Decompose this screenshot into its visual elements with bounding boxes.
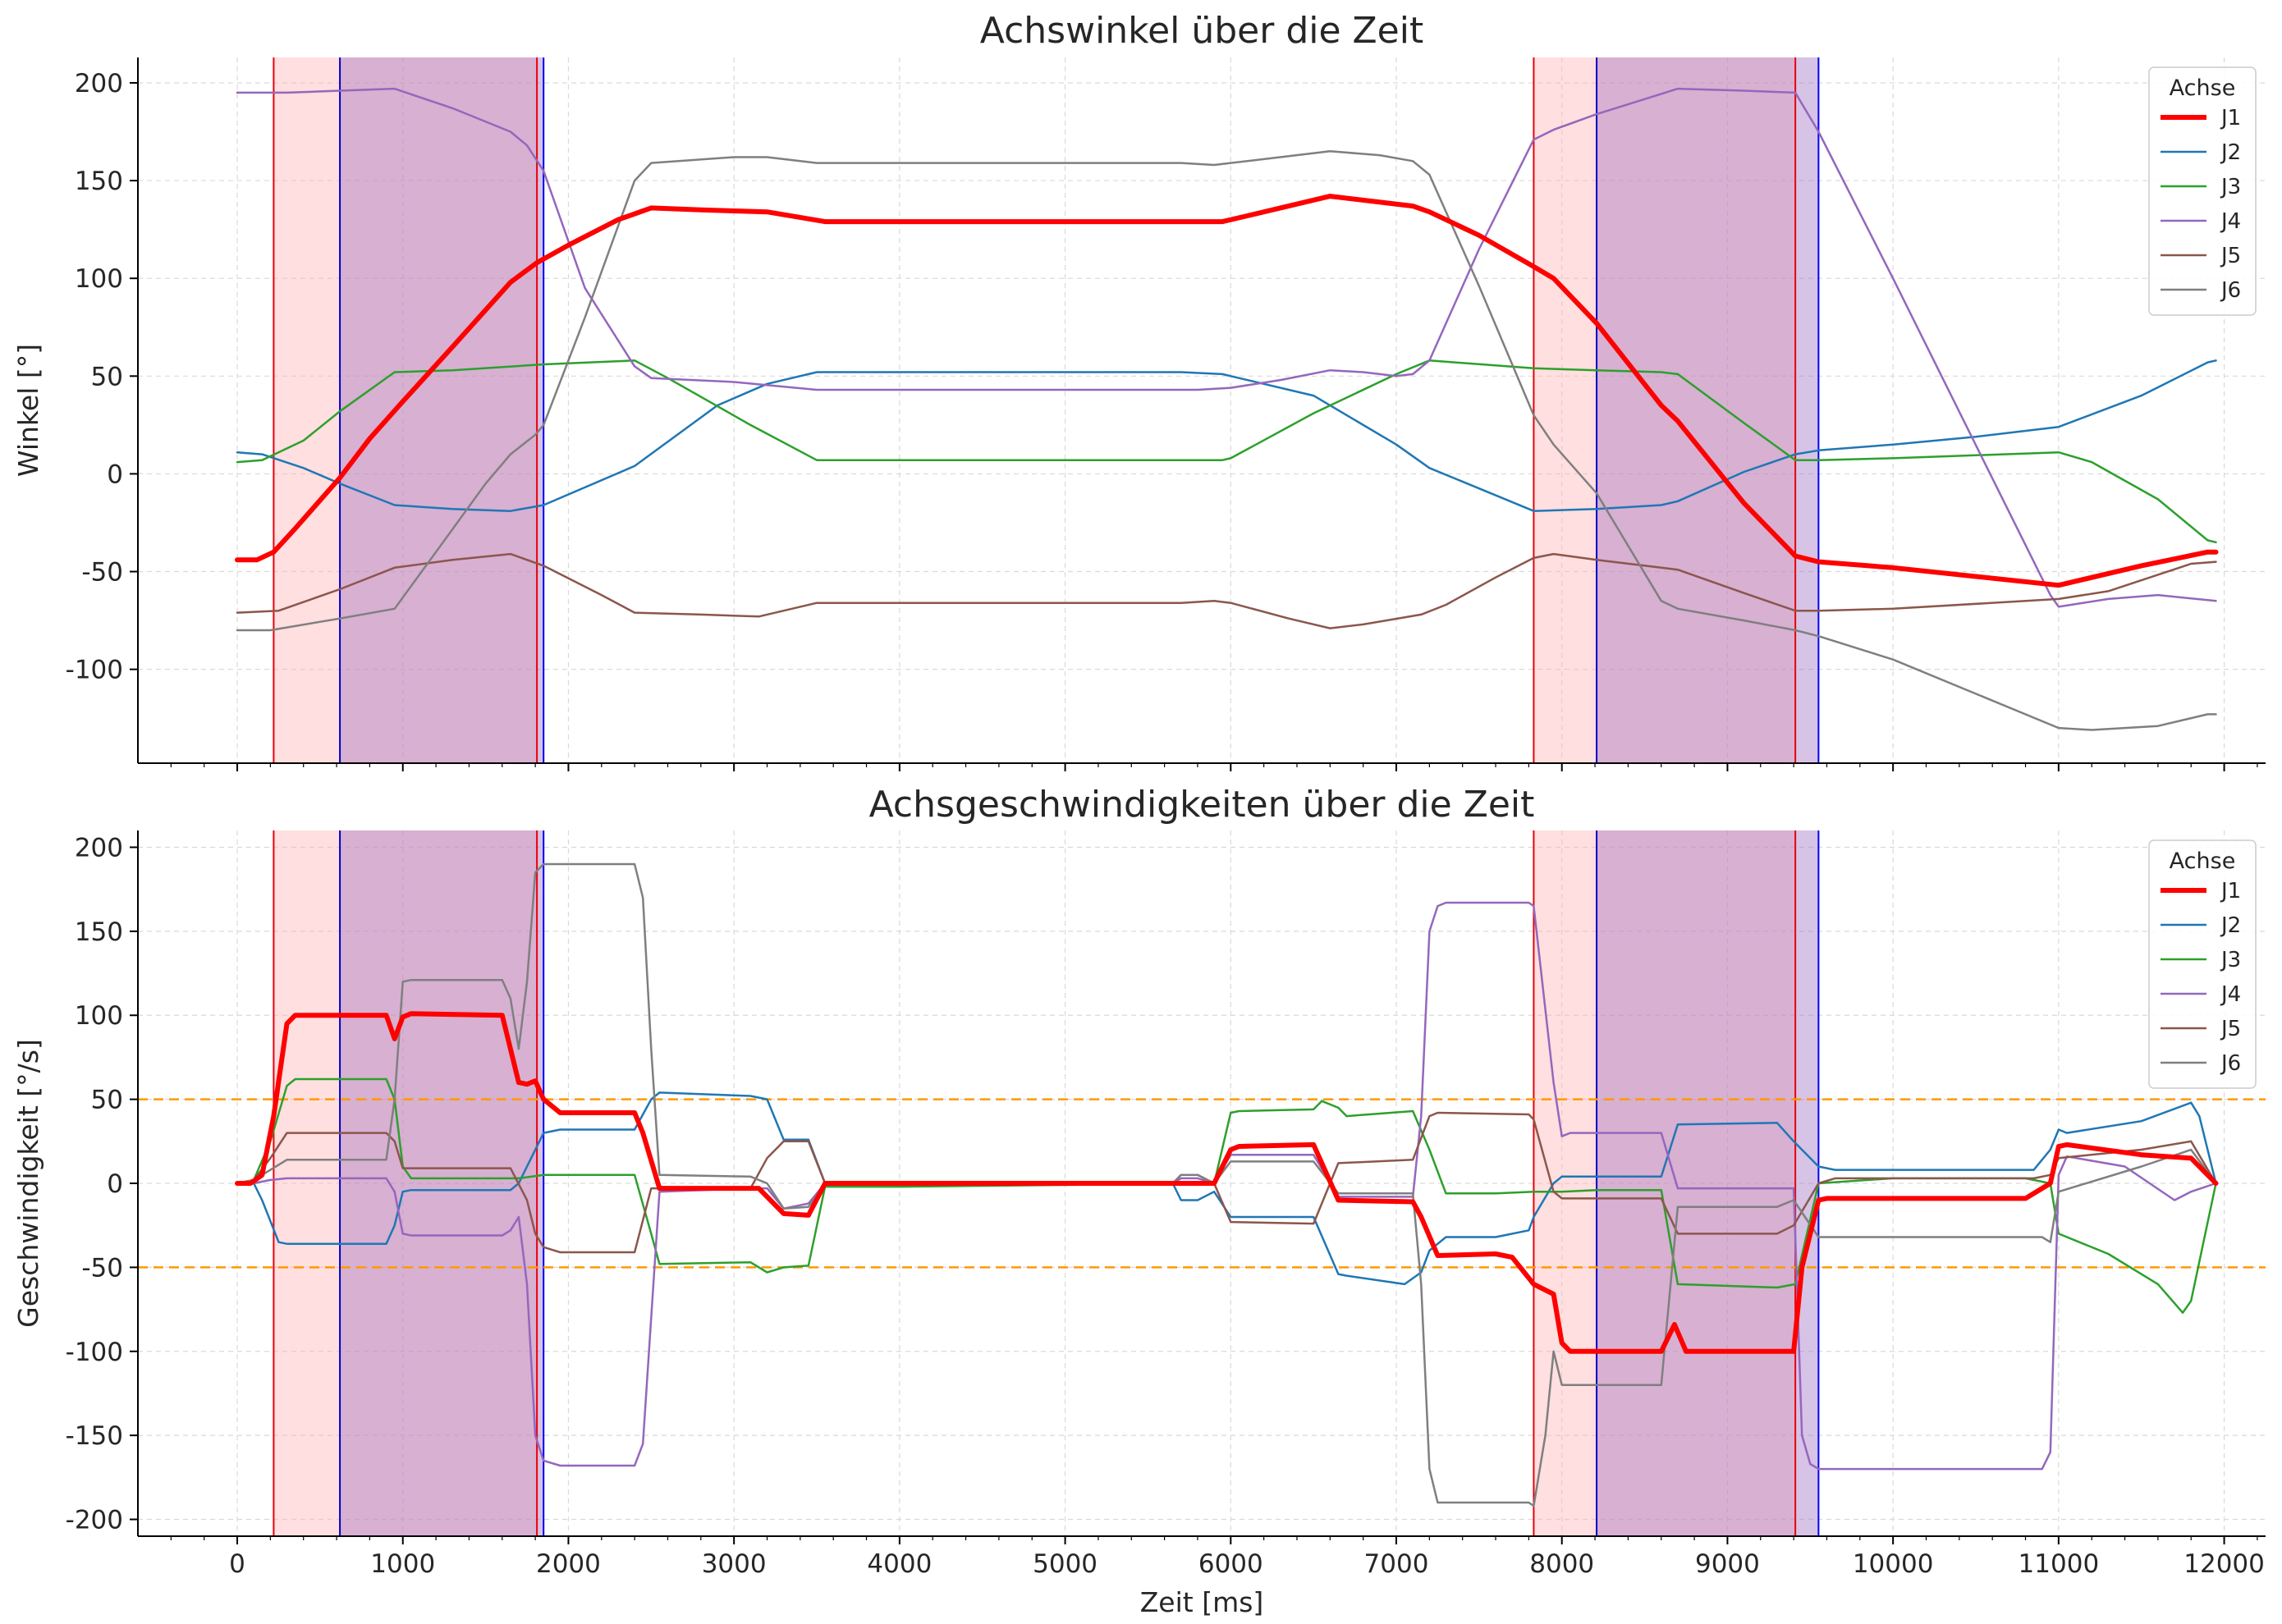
series-line-j6 <box>236 150 2217 731</box>
x-tick-label: 10000 <box>1853 1549 1934 1579</box>
legend: Achse J1 J2 J3 J4 J5 J6 <box>2148 839 2257 1089</box>
legend-entry-j6: J6 <box>2220 278 2241 303</box>
legend-entry-j3: J3 <box>2220 948 2241 972</box>
x-tick-label: 12000 <box>2183 1549 2265 1579</box>
y-tick-label: 100 <box>75 264 123 294</box>
legend-entry-j1: J1 <box>2220 879 2241 903</box>
x-tick-label: 3000 <box>702 1549 767 1579</box>
series-line-j4 <box>236 87 2217 608</box>
x-tick-label: 9000 <box>1695 1549 1760 1579</box>
x-tick-label: 5000 <box>1033 1549 1097 1579</box>
y-tick-label: -100 <box>66 1338 123 1367</box>
y-axis-label: Winkel [°] <box>12 344 44 477</box>
y-tick-label: -100 <box>66 656 123 685</box>
y-tick-label: -50 <box>81 558 123 588</box>
shaded-span <box>340 57 544 763</box>
y-tick-label: -50 <box>81 1253 123 1283</box>
legend-entry-j2: J2 <box>2220 140 2241 165</box>
shaded-span <box>1597 57 1819 763</box>
chart-title: Achswinkel über die Zeit <box>980 10 1423 52</box>
shaded-span <box>340 830 544 1536</box>
x-tick-label: 0 <box>229 1549 245 1579</box>
series-line-j6 <box>236 862 2217 1507</box>
y-tick-label: 0 <box>107 1169 123 1199</box>
x-axis-label: Zeit [ms] <box>1140 1586 1264 1618</box>
legend-entry-j4: J4 <box>2220 209 2241 234</box>
y-tick-label: 100 <box>75 1001 123 1031</box>
legend: Achse J1 J2 J3 J4 J5 J6 <box>2148 66 2257 316</box>
y-tick-label: 200 <box>75 69 123 98</box>
legend-entry-j6: J6 <box>2220 1051 2241 1076</box>
x-tick-label: 7000 <box>1364 1549 1429 1579</box>
series-line-j2 <box>236 359 2217 512</box>
y-tick-label: 150 <box>75 917 123 947</box>
legend-entry-j5: J5 <box>2220 1017 2241 1041</box>
series-line-j1 <box>235 194 2219 588</box>
shaded-span <box>1533 830 1796 1536</box>
series-line-j3 <box>236 359 2217 544</box>
legend-entry-j5: J5 <box>2220 244 2241 268</box>
y-tick-label: 50 <box>91 1086 123 1115</box>
chart-title: Achsgeschwindigkeiten über die Zeit <box>869 784 1535 826</box>
shaded-span <box>273 57 538 763</box>
legend-entry-j1: J1 <box>2220 106 2241 130</box>
grid <box>138 57 2266 763</box>
x-tick-label: 8000 <box>1529 1549 1594 1579</box>
x-tick-label: 11000 <box>2019 1549 2100 1579</box>
series-line-j1 <box>235 1011 2219 1354</box>
legend-title: Achse <box>2170 849 2236 874</box>
y-tick-label: 0 <box>107 460 123 489</box>
y-axis-label: Geschwindigkeit [°/s] <box>12 1039 44 1328</box>
legend-entry-j4: J4 <box>2220 982 2241 1007</box>
chart-joint-angles: -100 -50 0 50 100 150 200 Achswinkel über die Z… <box>12 10 2266 771</box>
x-tick-label: 6000 <box>1198 1549 1263 1579</box>
series-lines <box>235 862 2219 1507</box>
shaded-span <box>1597 830 1819 1536</box>
x-tick-label: 4000 <box>867 1549 932 1579</box>
y-tick-label: 200 <box>75 833 123 862</box>
legend-box <box>2148 839 2257 1089</box>
series-lines <box>235 87 2219 731</box>
y-tick-label: 150 <box>75 167 123 196</box>
series-line-j5 <box>236 552 2217 629</box>
y-tick-label: -150 <box>66 1421 123 1451</box>
y-tick-label: 50 <box>91 362 123 391</box>
shaded-spans <box>273 57 1819 763</box>
shaded-spans <box>273 830 1819 1536</box>
x-tick-label: 1000 <box>370 1549 435 1579</box>
y-tick-label: -200 <box>66 1506 123 1535</box>
legend-title: Achse <box>2170 75 2236 101</box>
legend-entry-j3: J3 <box>2220 175 2241 199</box>
x-tick-label: 2000 <box>536 1549 601 1579</box>
shaded-span <box>273 830 538 1536</box>
legend-entry-j2: J2 <box>2220 913 2241 938</box>
legend-box <box>2148 66 2257 316</box>
